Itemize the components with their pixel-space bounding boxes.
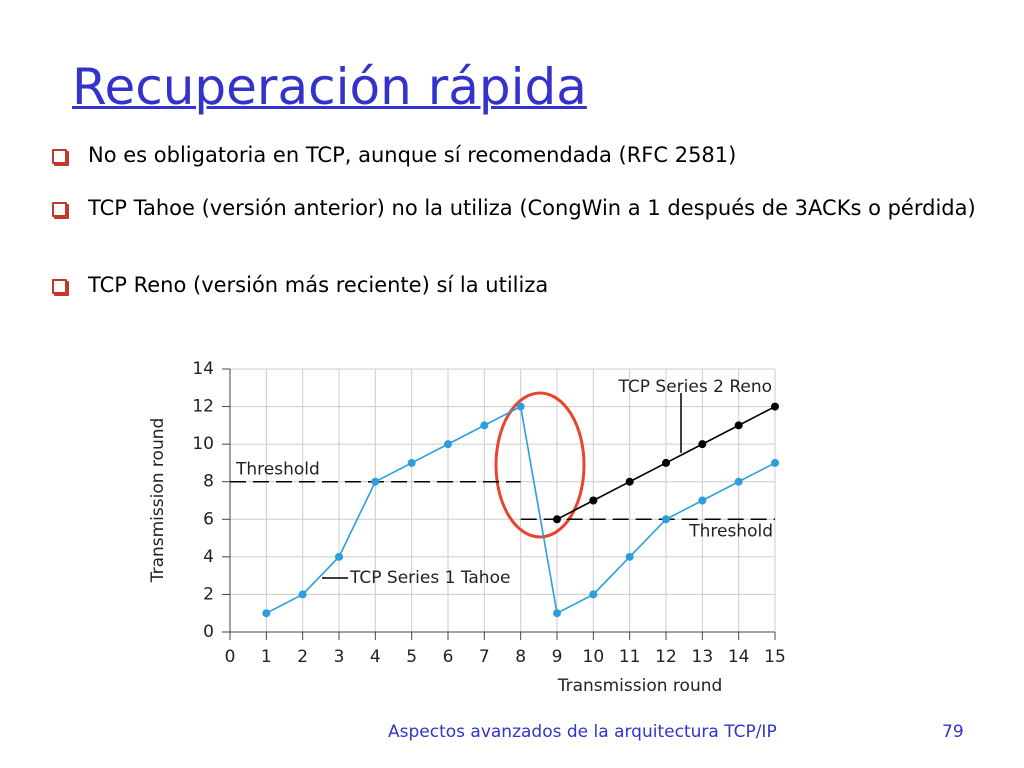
- data-point: [298, 590, 307, 599]
- data-point: [662, 515, 670, 524]
- y-tick-label: 14: [192, 359, 214, 379]
- y-tick-label: 0: [203, 622, 214, 642]
- data-point: [262, 609, 271, 618]
- x-axis-label: Transmission round: [557, 676, 723, 696]
- data-point: [625, 477, 634, 486]
- y-tick-label: 6: [203, 509, 214, 529]
- x-tick-label: 1: [261, 647, 272, 667]
- y-tick-label: 10: [192, 434, 214, 454]
- slide-title: Recuperación rápida: [72, 58, 587, 116]
- x-tick-label: 14: [728, 647, 750, 667]
- data-point: [771, 458, 779, 467]
- x-tick-label: 11: [619, 647, 641, 667]
- x-tick-label: 5: [406, 647, 417, 667]
- data-point: [335, 552, 343, 561]
- threshold-label: Threshold: [688, 521, 773, 541]
- data-point: [444, 440, 452, 449]
- bullet: No es obligatoria en TCP, aunque sí reco…: [52, 143, 988, 167]
- footer: Aspectos avanzados de la arquitectura TC…: [388, 722, 777, 742]
- data-point: [662, 458, 670, 467]
- data-point: [516, 402, 525, 411]
- data-point: [589, 590, 598, 599]
- x-tick-label: 0: [225, 647, 236, 667]
- page-number: 79: [942, 722, 964, 742]
- highlight-ellipse: [494, 391, 586, 539]
- series-label: TCP Series 2 Reno: [618, 377, 773, 397]
- bullet: TCP Reno (versión más reciente) sí la ut…: [52, 273, 988, 297]
- x-tick-label: 10: [583, 647, 605, 667]
- y-axis-label: Transmission round: [148, 418, 168, 584]
- x-tick-label: 6: [443, 647, 454, 667]
- data-point: [734, 477, 743, 486]
- x-tick-label: 4: [370, 647, 381, 667]
- bullet: TCP Tahoe (versión anterior) no la utili…: [52, 196, 988, 220]
- y-tick-label: 4: [203, 547, 214, 567]
- data-point: [553, 609, 561, 618]
- data-point: [771, 402, 779, 411]
- x-tick-label: 7: [479, 647, 490, 667]
- x-tick-label: 13: [692, 647, 714, 667]
- data-point: [480, 421, 489, 430]
- data-point: [589, 496, 598, 505]
- y-tick-label: 8: [203, 472, 214, 492]
- x-tick-label: 8: [515, 647, 526, 667]
- x-tick-label: 9: [552, 647, 563, 667]
- y-tick-label: 2: [203, 584, 214, 604]
- data-point: [698, 440, 707, 449]
- y-tick-label: 12: [192, 397, 214, 417]
- threshold-label: Threshold: [235, 460, 320, 480]
- x-tick-label: 2: [297, 647, 308, 667]
- bullet-text: No es obligatoria en TCP, aunque sí reco…: [88, 143, 737, 167]
- bullet-text: TCP Tahoe (versión anterior) no la utili…: [88, 196, 976, 220]
- data-point: [734, 421, 743, 430]
- data-point: [625, 552, 634, 561]
- data-point: [553, 515, 561, 524]
- x-tick-label: 3: [334, 647, 345, 667]
- data-point: [698, 496, 707, 505]
- data-point: [371, 477, 380, 486]
- x-tick-label: 12: [655, 647, 677, 667]
- bullet-text: TCP Reno (versión más reciente) sí la ut…: [88, 273, 549, 297]
- data-point: [407, 458, 416, 467]
- x-tick-label: 15: [764, 647, 786, 667]
- series-label: TCP Series 1 Tahoe: [349, 568, 510, 588]
